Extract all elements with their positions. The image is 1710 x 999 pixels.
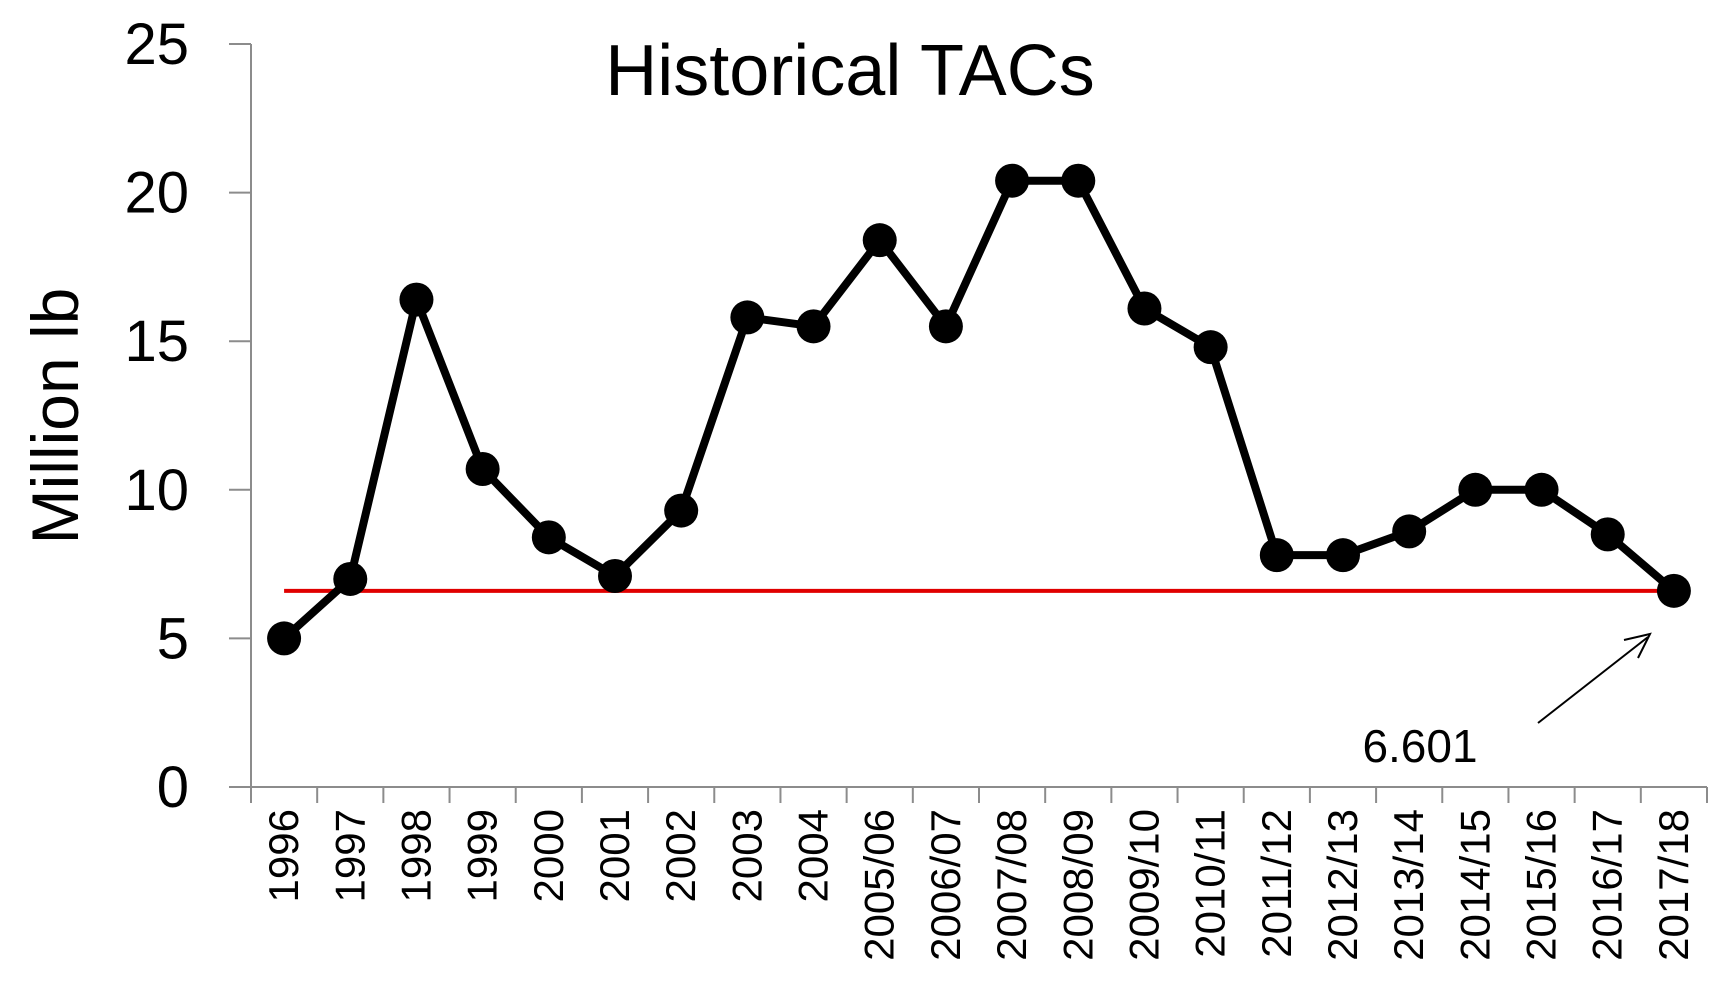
x-tick-label: 2010/11 bbox=[1187, 809, 1234, 958]
x-tick-label: 2009/10 bbox=[1120, 809, 1167, 961]
point bbox=[928, 309, 963, 344]
point bbox=[333, 561, 368, 596]
point bbox=[1392, 514, 1427, 549]
y-tick-label: 10 bbox=[124, 458, 189, 523]
point bbox=[1259, 538, 1294, 573]
x-tick-label: 2008/09 bbox=[1054, 809, 1101, 961]
y-tick-label: 15 bbox=[124, 309, 189, 374]
annotation-arrowhead bbox=[1623, 632, 1652, 659]
point bbox=[1590, 517, 1625, 552]
x-tick-label: 2005/06 bbox=[856, 809, 903, 961]
line-series bbox=[281, 176, 1677, 642]
point bbox=[1326, 538, 1360, 573]
point bbox=[399, 282, 434, 317]
annotation: 6.601 bbox=[1362, 720, 1477, 772]
x-tick-label: 2000 bbox=[525, 809, 572, 902]
annotation-arrow bbox=[1537, 636, 1649, 724]
x-tick-label: 1998 bbox=[392, 809, 439, 902]
x-tick-label: 2016/17 bbox=[1584, 809, 1631, 961]
x-tick-label: 1997 bbox=[326, 809, 373, 902]
point bbox=[531, 520, 566, 555]
point bbox=[598, 558, 632, 593]
point bbox=[995, 163, 1030, 198]
point bbox=[1524, 472, 1559, 507]
x-tick-label: 2003 bbox=[723, 809, 770, 902]
point bbox=[1656, 573, 1691, 608]
point bbox=[1061, 163, 1096, 198]
point bbox=[796, 309, 831, 344]
x-tick-label: 1996 bbox=[260, 809, 307, 902]
x-tick-label: 1999 bbox=[459, 809, 506, 902]
point bbox=[1127, 291, 1162, 326]
y-tick-label: 20 bbox=[124, 161, 189, 226]
x-tick-label: 2015/16 bbox=[1518, 809, 1565, 961]
x-tick-label: 2002 bbox=[657, 809, 704, 902]
y-tick-label: 5 bbox=[157, 606, 189, 671]
point bbox=[730, 300, 765, 335]
point bbox=[465, 451, 500, 486]
point bbox=[664, 493, 699, 528]
x-tick-label: 2012/13 bbox=[1319, 809, 1366, 961]
x-tick-label: 2004 bbox=[790, 809, 837, 902]
x-tick-label: 2014/15 bbox=[1451, 809, 1498, 961]
x-tick-label: 2006/07 bbox=[922, 809, 969, 961]
x-tick-label: 2017/18 bbox=[1650, 809, 1697, 961]
x-tick-label: 2007/08 bbox=[988, 809, 1035, 961]
x-tick-label: 2001 bbox=[591, 809, 638, 902]
x-tick-label: 2013/14 bbox=[1385, 809, 1432, 961]
y-tick-label: 0 bbox=[157, 755, 189, 820]
point bbox=[862, 223, 897, 258]
point bbox=[267, 621, 302, 656]
y-tick-label: 25 bbox=[124, 12, 189, 77]
x-tick-label: 2011/12 bbox=[1253, 809, 1300, 958]
point bbox=[1193, 330, 1228, 365]
y-axis-label: Million lb bbox=[18, 288, 92, 545]
point bbox=[1458, 472, 1493, 507]
chart-title: Historical TACs bbox=[605, 31, 1094, 111]
